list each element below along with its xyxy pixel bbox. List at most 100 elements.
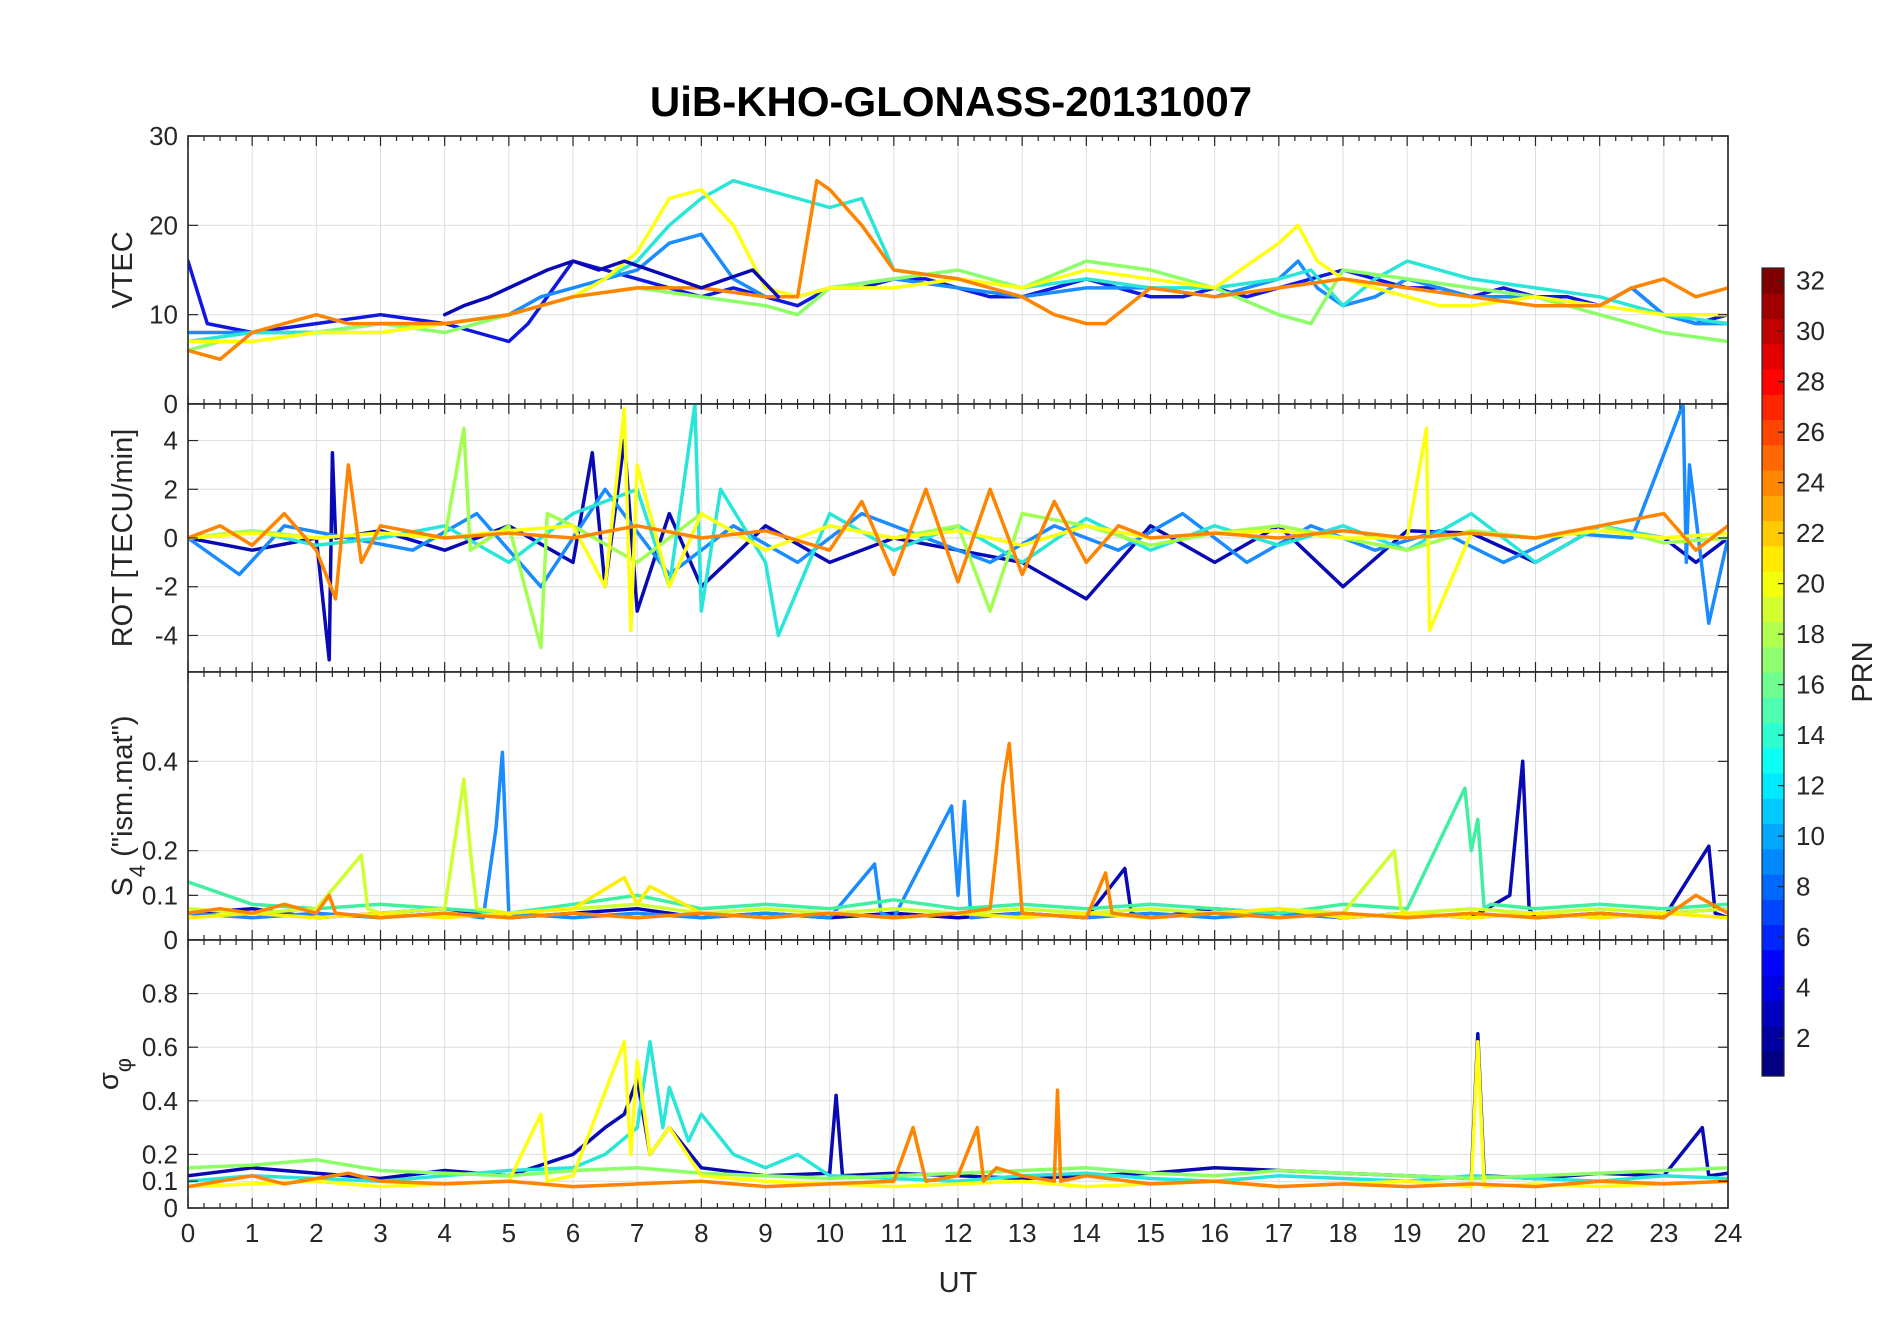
x-tick-label: 8 xyxy=(694,1218,708,1248)
y-tick-label: 0 xyxy=(164,523,178,553)
colorbar-segment xyxy=(1762,343,1784,370)
x-tick-label: 5 xyxy=(502,1218,516,1248)
colorbar-tick-label: 16 xyxy=(1796,670,1825,700)
y-axis-label-sigma: σφ xyxy=(93,1058,136,1090)
series-line-prn-1 xyxy=(442,259,781,317)
y-tick-label: 10 xyxy=(149,300,178,330)
colorbar-tick-label: 22 xyxy=(1796,518,1825,548)
y-tick-label: 30 xyxy=(149,121,178,151)
colorbar-segment xyxy=(1762,848,1784,875)
x-tick-label: 3 xyxy=(373,1218,387,1248)
chart-title: UiB-KHO-GLONASS-20131007 xyxy=(650,78,1252,125)
y-tick-label: 0 xyxy=(164,1193,178,1223)
x-tick-label: 4 xyxy=(437,1218,451,1248)
y-tick-label: 0.6 xyxy=(142,1032,178,1062)
x-tick-label: 12 xyxy=(944,1218,973,1248)
traces xyxy=(188,178,1728,362)
panel-s4: 0 0.1 0.2 0.4S4 ("ism.mat") xyxy=(107,671,1729,955)
traces xyxy=(188,1032,1728,1189)
colorbar-tick-label: 30 xyxy=(1796,316,1825,346)
x-tick-label: 23 xyxy=(1649,1218,1678,1248)
colorbar-label: PRN xyxy=(1847,641,1879,702)
series-line-prn-23 xyxy=(188,463,1728,601)
series-line-prn-10 xyxy=(188,404,1728,626)
colorbar-tick-label: 8 xyxy=(1796,872,1810,902)
x-tick-label: 19 xyxy=(1393,1218,1422,1248)
series-line-prn-23 xyxy=(188,741,1728,920)
colorbar-tick-label: 24 xyxy=(1796,468,1825,498)
colorbar-tick-label: 26 xyxy=(1796,417,1825,447)
colorbar-tick-label: 32 xyxy=(1796,266,1825,296)
colorbar-segment xyxy=(1762,470,1784,496)
series-line-prn-23 xyxy=(188,1088,1728,1189)
colorbar-segment xyxy=(1762,899,1784,926)
x-tick-label: 22 xyxy=(1585,1218,1614,1248)
colorbar-segment xyxy=(1762,672,1784,698)
y-tick-label: 0 xyxy=(164,389,178,419)
colorbar-segment xyxy=(1762,722,1784,749)
colorbar-segment xyxy=(1762,949,1784,976)
colorbar-tick-label: 6 xyxy=(1796,922,1810,952)
colorbar-segment xyxy=(1762,369,1784,395)
colorbar-segment xyxy=(1762,924,1784,951)
colorbar-segment xyxy=(1762,646,1784,673)
y-tick-label: 0.2 xyxy=(142,836,178,866)
y-tick-label: 0.1 xyxy=(142,880,178,910)
colorbar-segment xyxy=(1762,697,1784,724)
traces xyxy=(188,404,1728,662)
colorbar-segment xyxy=(1762,1000,1784,1027)
x-tick-label: 0 xyxy=(181,1218,195,1248)
y-tick-label: 4 xyxy=(164,426,178,456)
x-tick-label: 7 xyxy=(630,1218,644,1248)
x-tick-label: 21 xyxy=(1521,1218,1550,1248)
x-tick-label: 10 xyxy=(815,1218,844,1248)
colorbar-segment xyxy=(1762,1050,1784,1077)
colorbar-tick-label: 28 xyxy=(1796,367,1825,397)
y-tick-label: -2 xyxy=(155,572,178,602)
colorbar-segment xyxy=(1762,571,1784,597)
y-axis-label-vtec: VTEC xyxy=(107,231,139,308)
x-tick-label: 9 xyxy=(758,1218,772,1248)
series-line-prn-23 xyxy=(188,178,1728,362)
colorbar-segment xyxy=(1762,773,1784,799)
y-tick-label: 0.4 xyxy=(142,746,178,776)
x-tick-label: 18 xyxy=(1329,1218,1358,1248)
y-tick-label: 0.2 xyxy=(142,1139,178,1169)
colorbar-segment xyxy=(1762,975,1784,1001)
colorbar-tick-label: 4 xyxy=(1796,973,1810,1003)
colorbar-segment xyxy=(1762,444,1784,471)
x-tick-label: 17 xyxy=(1264,1218,1293,1248)
series-line-prn-19 xyxy=(188,407,1728,633)
y-tick-label: 0.8 xyxy=(142,979,178,1009)
colorbar-tick-label: 20 xyxy=(1796,569,1825,599)
y-axis-label-s4: S4 ("ism.mat") xyxy=(107,715,150,896)
colorbar-tick-label: 2 xyxy=(1796,1023,1810,1053)
traces xyxy=(188,741,1728,920)
x-tick-label: 14 xyxy=(1072,1218,1101,1248)
colorbar-segment xyxy=(1762,293,1784,320)
y-axis-label-rot: ROT [TECU/min] xyxy=(107,429,139,648)
y-tick-label: 0.4 xyxy=(142,1086,178,1116)
colorbar-segment xyxy=(1762,596,1784,623)
colorbar-segment xyxy=(1762,798,1784,825)
colorbar-frame xyxy=(1761,267,1785,1077)
colorbar-tick-label: 14 xyxy=(1796,720,1825,750)
y-tick-label: 0.1 xyxy=(142,1166,178,1196)
x-tick-label: 11 xyxy=(880,1218,907,1248)
x-axis-label: UT xyxy=(939,1267,978,1299)
colorbar-segment xyxy=(1762,545,1784,572)
panel-rot: -4 -2 0 2 4 ROT [TECU/min] xyxy=(107,403,1729,673)
x-tick-label: 1 xyxy=(245,1218,259,1248)
y-tick-label: 2 xyxy=(164,474,178,504)
colorbar-segment xyxy=(1762,394,1784,421)
colorbar-segment xyxy=(1762,823,1784,850)
x-tick-label: 15 xyxy=(1136,1218,1165,1248)
colorbar-segment xyxy=(1762,874,1784,900)
x-tick-label: 20 xyxy=(1457,1218,1486,1248)
colorbar-segment xyxy=(1762,318,1784,345)
y-tick-label: 20 xyxy=(149,210,178,240)
